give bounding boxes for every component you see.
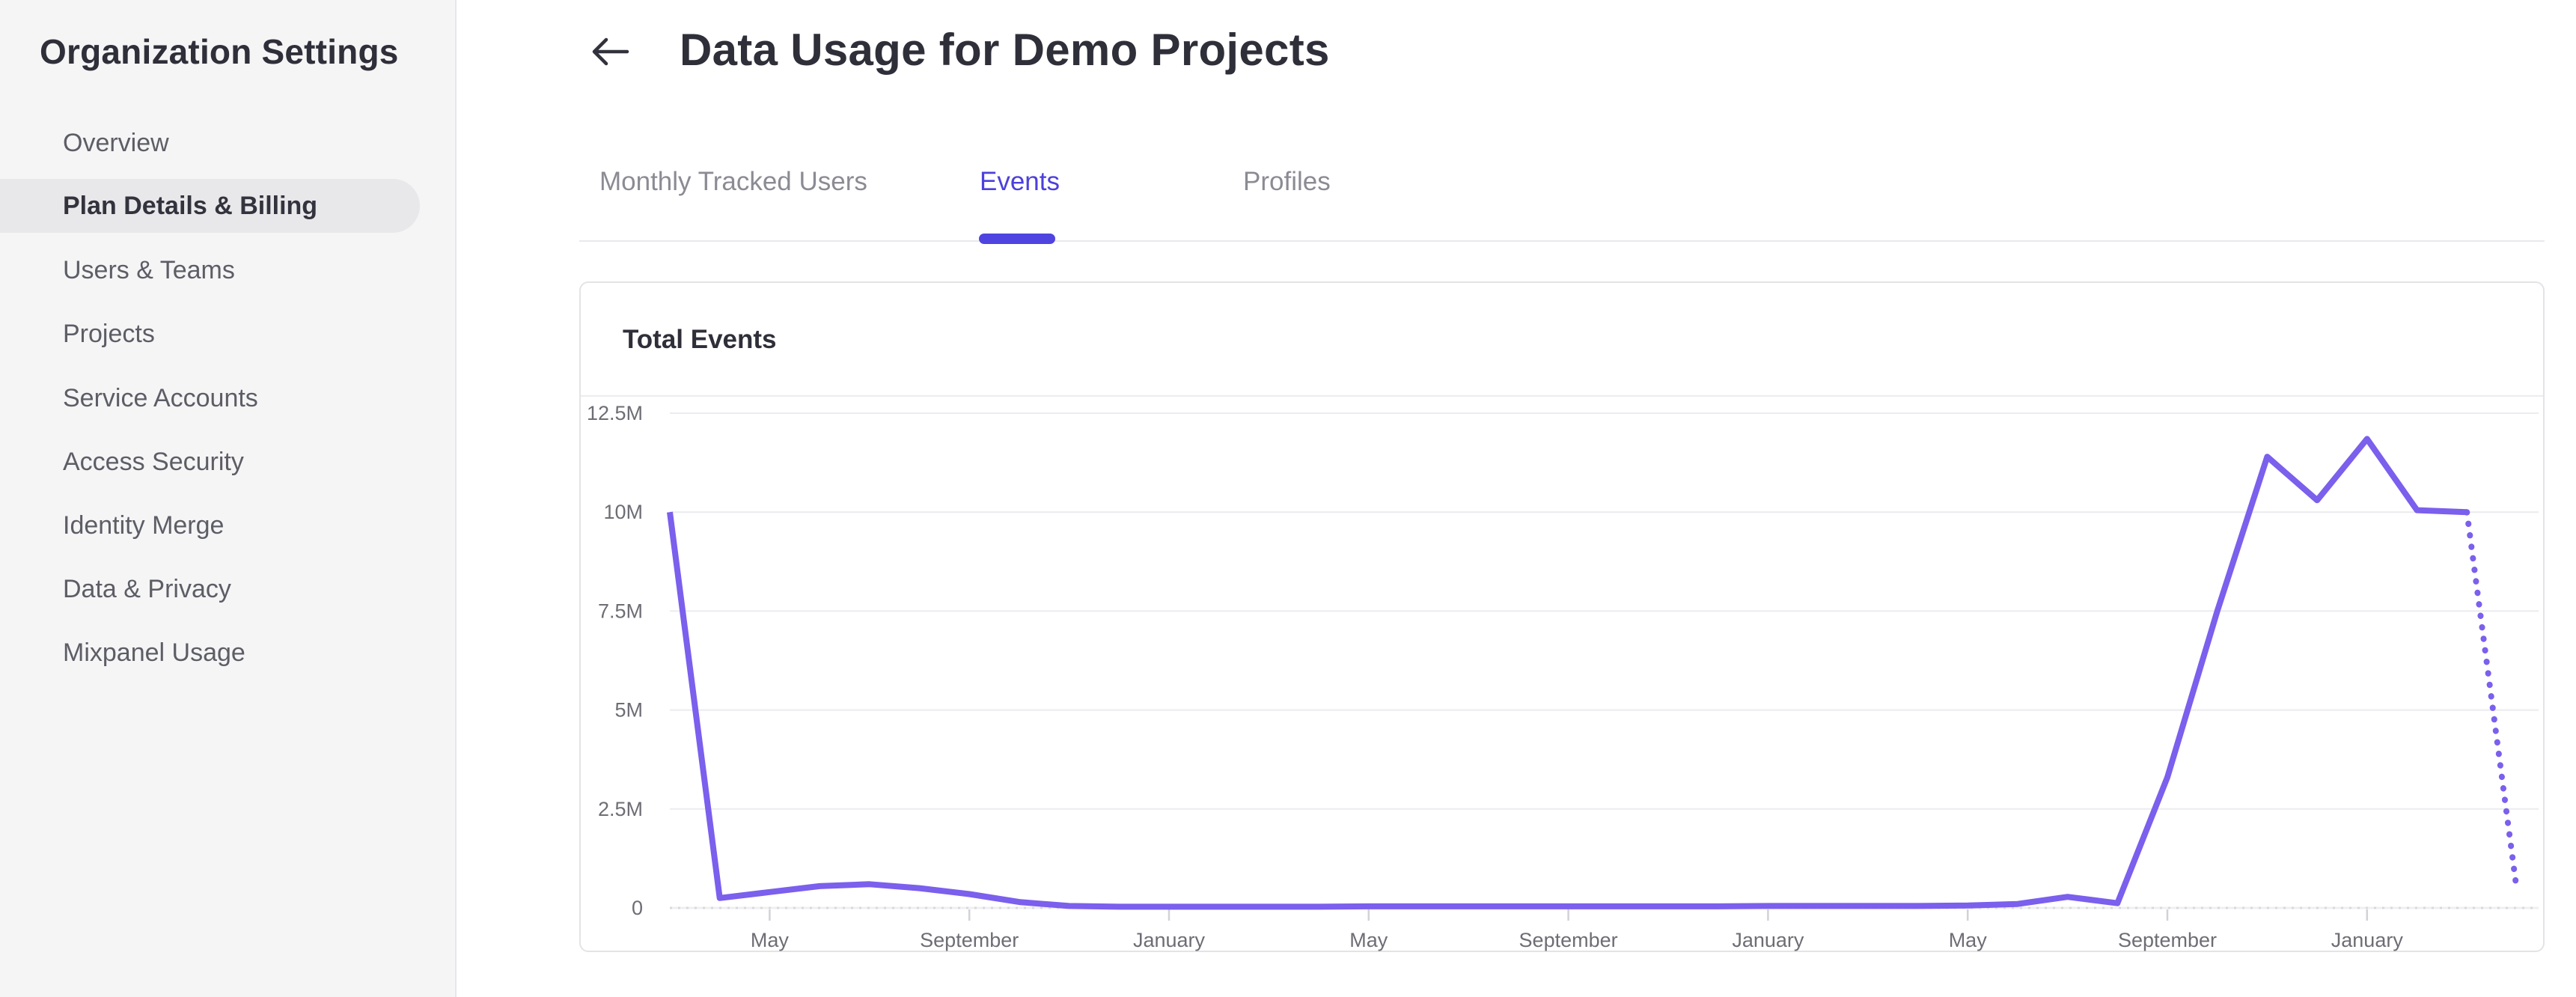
page-title: Data Usage for Demo Projects bbox=[680, 25, 1330, 75]
events-chart[interactable]: 12.5M 10M 7.5M 5M 2.5M 0 May September January Ma… bbox=[584, 401, 2545, 952]
svg-text:12.5M: 12.5M bbox=[587, 402, 643, 424]
sidebar-item-users-teams[interactable]: Users & Teams bbox=[63, 255, 235, 284]
svg-text:September: September bbox=[2118, 929, 2217, 951]
tab-monthly-tracked-users[interactable]: Monthly Tracked Users bbox=[599, 167, 867, 196]
svg-text:January: January bbox=[1732, 929, 1804, 951]
svg-text:7.5M: 7.5M bbox=[598, 600, 643, 622]
svg-text:2.5M: 2.5M bbox=[598, 798, 643, 820]
sidebar-item-data-privacy[interactable]: Data & Privacy bbox=[63, 574, 231, 603]
sidebar-active-highlight bbox=[0, 179, 420, 233]
back-button[interactable] bbox=[588, 30, 632, 73]
svg-text:January: January bbox=[2331, 929, 2404, 951]
sidebar-item-access-security[interactable]: Access Security bbox=[63, 447, 244, 476]
svg-text:September: September bbox=[1519, 929, 1618, 951]
tab-profiles[interactable]: Profiles bbox=[1243, 167, 1331, 196]
tab-events[interactable]: Events bbox=[980, 167, 1060, 196]
sidebar-item-plan-details-billing[interactable]: Plan Details & Billing bbox=[63, 191, 318, 220]
sidebar: Organization Settings Overview Plan Deta… bbox=[0, 0, 457, 997]
svg-text:5M: 5M bbox=[614, 699, 643, 722]
svg-text:January: January bbox=[1133, 929, 1206, 951]
sidebar-item-identity-merge[interactable]: Identity Merge bbox=[63, 510, 225, 540]
svg-text:10M: 10M bbox=[603, 501, 643, 523]
back-arrow-icon bbox=[592, 37, 629, 66]
events-chart-svg: 12.5M 10M 7.5M 5M 2.5M 0 May September January Ma… bbox=[587, 402, 2539, 951]
total-events-card: Total Events 12.5M 10M 7.5M 5M 2.5M 0 May Septe… bbox=[579, 281, 2545, 952]
chart-title: Total Events bbox=[623, 325, 777, 354]
sidebar-item-service-accounts[interactable]: Service Accounts bbox=[63, 383, 258, 412]
tabbar-divider bbox=[579, 240, 2545, 242]
svg-text:May: May bbox=[1949, 929, 1988, 951]
sidebar-title: Organization Settings bbox=[40, 32, 399, 71]
sidebar-item-mixpanel-usage[interactable]: Mixpanel Usage bbox=[63, 638, 245, 667]
svg-text:September: September bbox=[920, 929, 1019, 951]
active-tab-underline bbox=[979, 234, 1055, 244]
sidebar-item-overview[interactable]: Overview bbox=[63, 128, 169, 157]
svg-text:May: May bbox=[751, 929, 790, 951]
svg-text:0: 0 bbox=[632, 897, 643, 919]
sidebar-item-projects[interactable]: Projects bbox=[63, 319, 155, 348]
card-divider bbox=[581, 395, 2543, 397]
svg-text:May: May bbox=[1349, 929, 1388, 951]
